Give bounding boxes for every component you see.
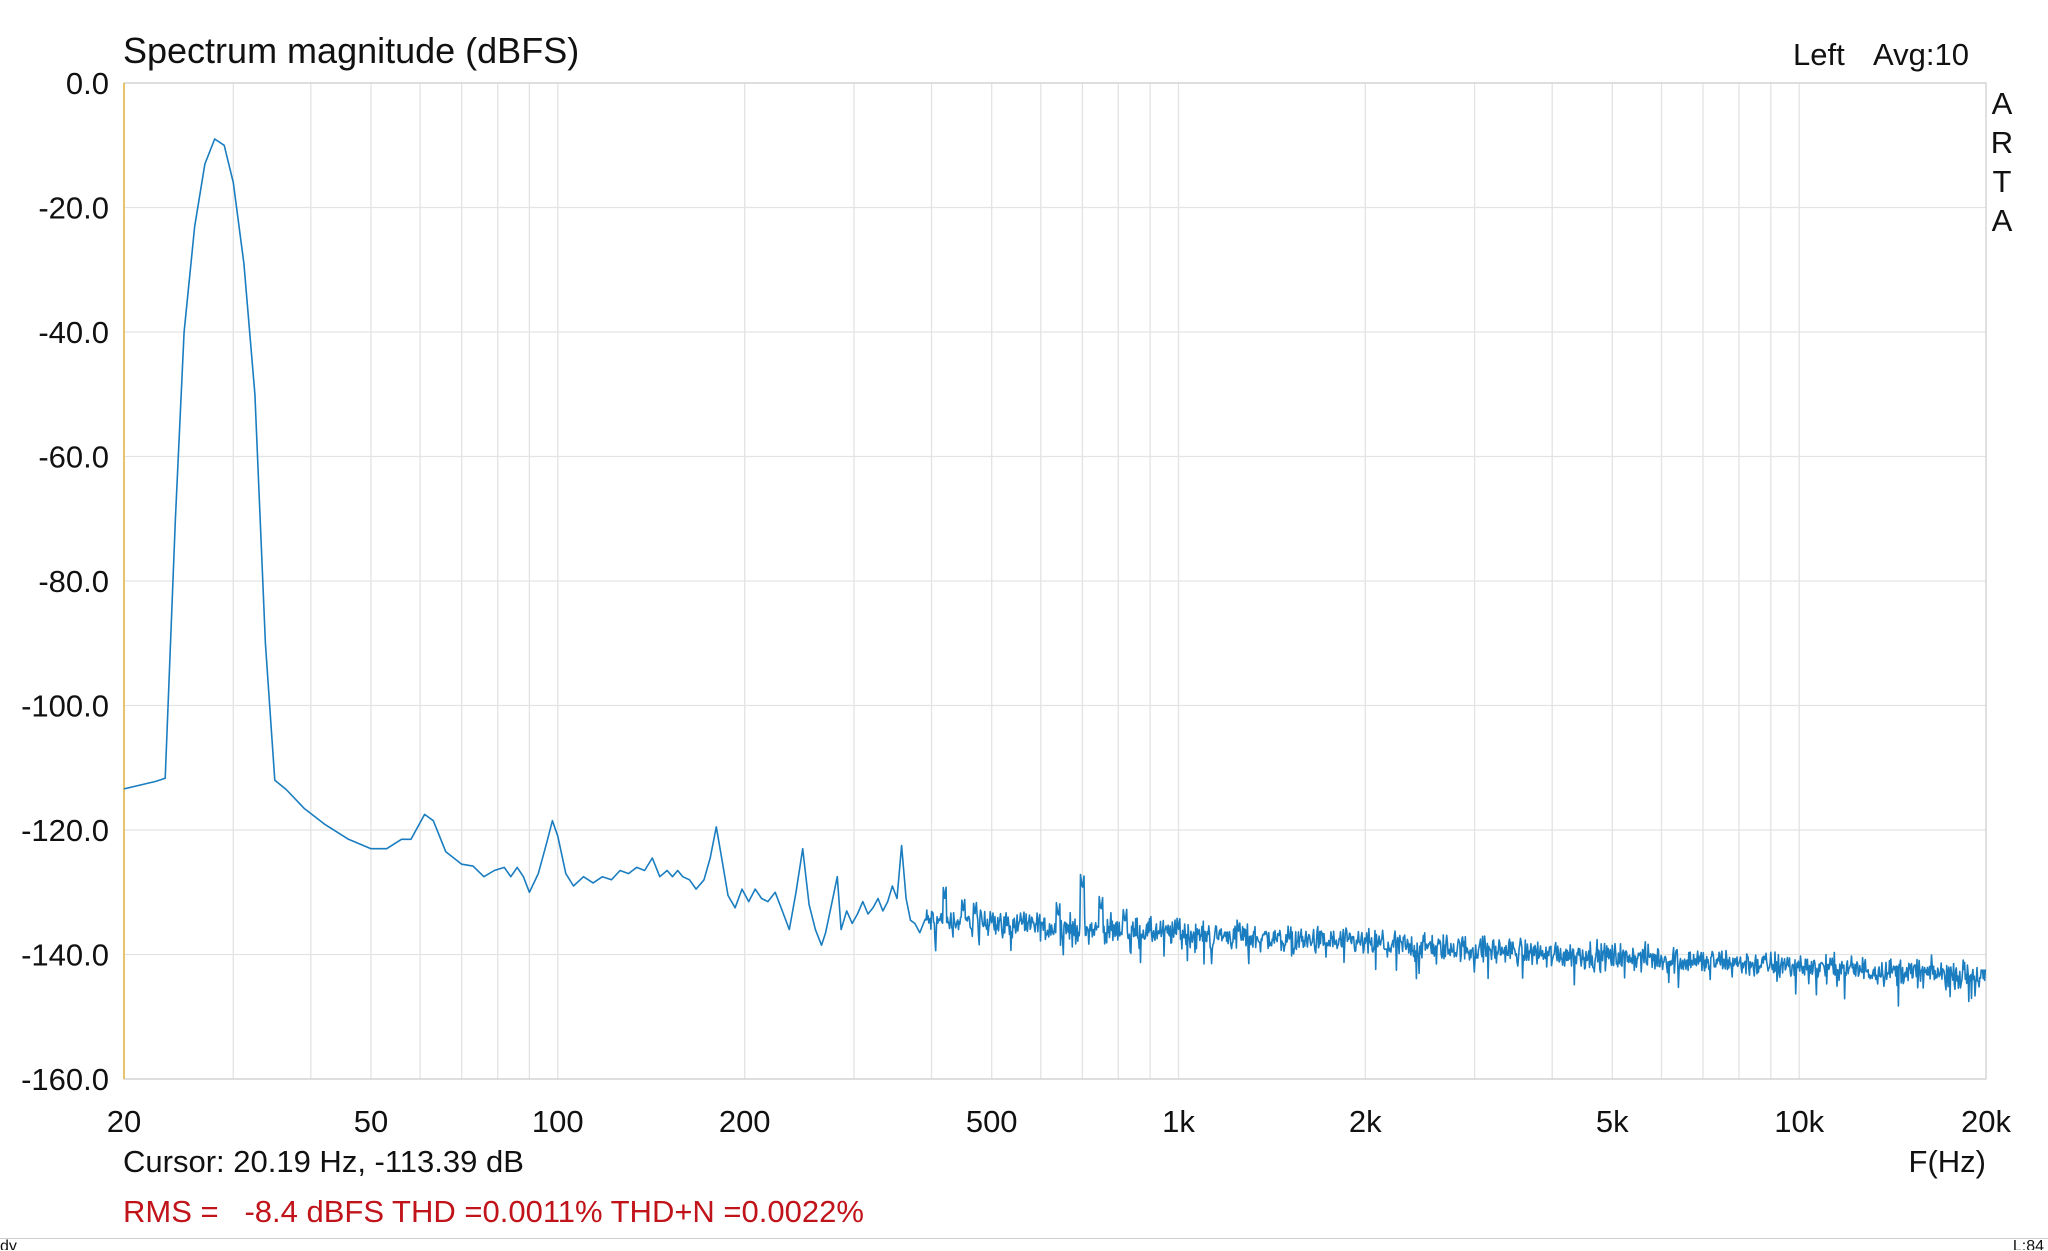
cursor-readout: Cursor: 20.19 Hz, -113.39 dB	[123, 1144, 524, 1179]
y-tick-label: -60.0	[38, 440, 109, 475]
status-right: L:84	[2013, 1238, 2044, 1250]
x-axis-label: F(Hz)	[1909, 1144, 1986, 1179]
x-tick-label: 1k	[1162, 1104, 1195, 1139]
y-tick-label: -100.0	[21, 689, 109, 724]
stats-readout: RMS = -8.4 dBFS THD =0.0011% THD+N =0.00…	[123, 1194, 864, 1229]
x-tick-label: 500	[966, 1104, 1018, 1139]
x-tick-label: 2k	[1349, 1104, 1382, 1139]
y-tick-label: -40.0	[38, 315, 109, 350]
avg-label: Avg:10	[1873, 37, 1969, 72]
channel-label: Left	[1793, 37, 1845, 72]
y-tick-label: -20.0	[38, 191, 109, 226]
y-tick-label: -160.0	[21, 1062, 109, 1097]
status-bar	[0, 1238, 2048, 1251]
x-tick-label: 20	[107, 1104, 141, 1139]
y-tick-label: -140.0	[21, 938, 109, 973]
y-tick-label: 0.0	[66, 66, 109, 101]
x-tick-label: 20k	[1961, 1104, 2011, 1139]
y-tick-label: -120.0	[21, 813, 109, 848]
x-tick-label: 200	[719, 1104, 771, 1139]
x-tick-label: 5k	[1596, 1104, 1629, 1139]
x-tick-label: 50	[354, 1104, 388, 1139]
chart-title: Spectrum magnitude (dBFS)	[123, 30, 579, 71]
x-tick-labels: 20 50 100 200 500 1k 2k 5k 10k 20k	[107, 1104, 2012, 1139]
status-left: dy	[0, 1238, 17, 1250]
series-group	[123, 138, 1987, 1007]
y-tick-labels: 0.0 -20.0 -40.0 -60.0 -80.0 -100.0 -120.0 -140.…	[21, 66, 109, 1097]
y-tick-label: -80.0	[38, 564, 109, 599]
x-tick-label: 100	[532, 1104, 584, 1139]
x-tick-label: 10k	[1774, 1104, 1824, 1139]
spectrum-trace	[123, 138, 1987, 1007]
